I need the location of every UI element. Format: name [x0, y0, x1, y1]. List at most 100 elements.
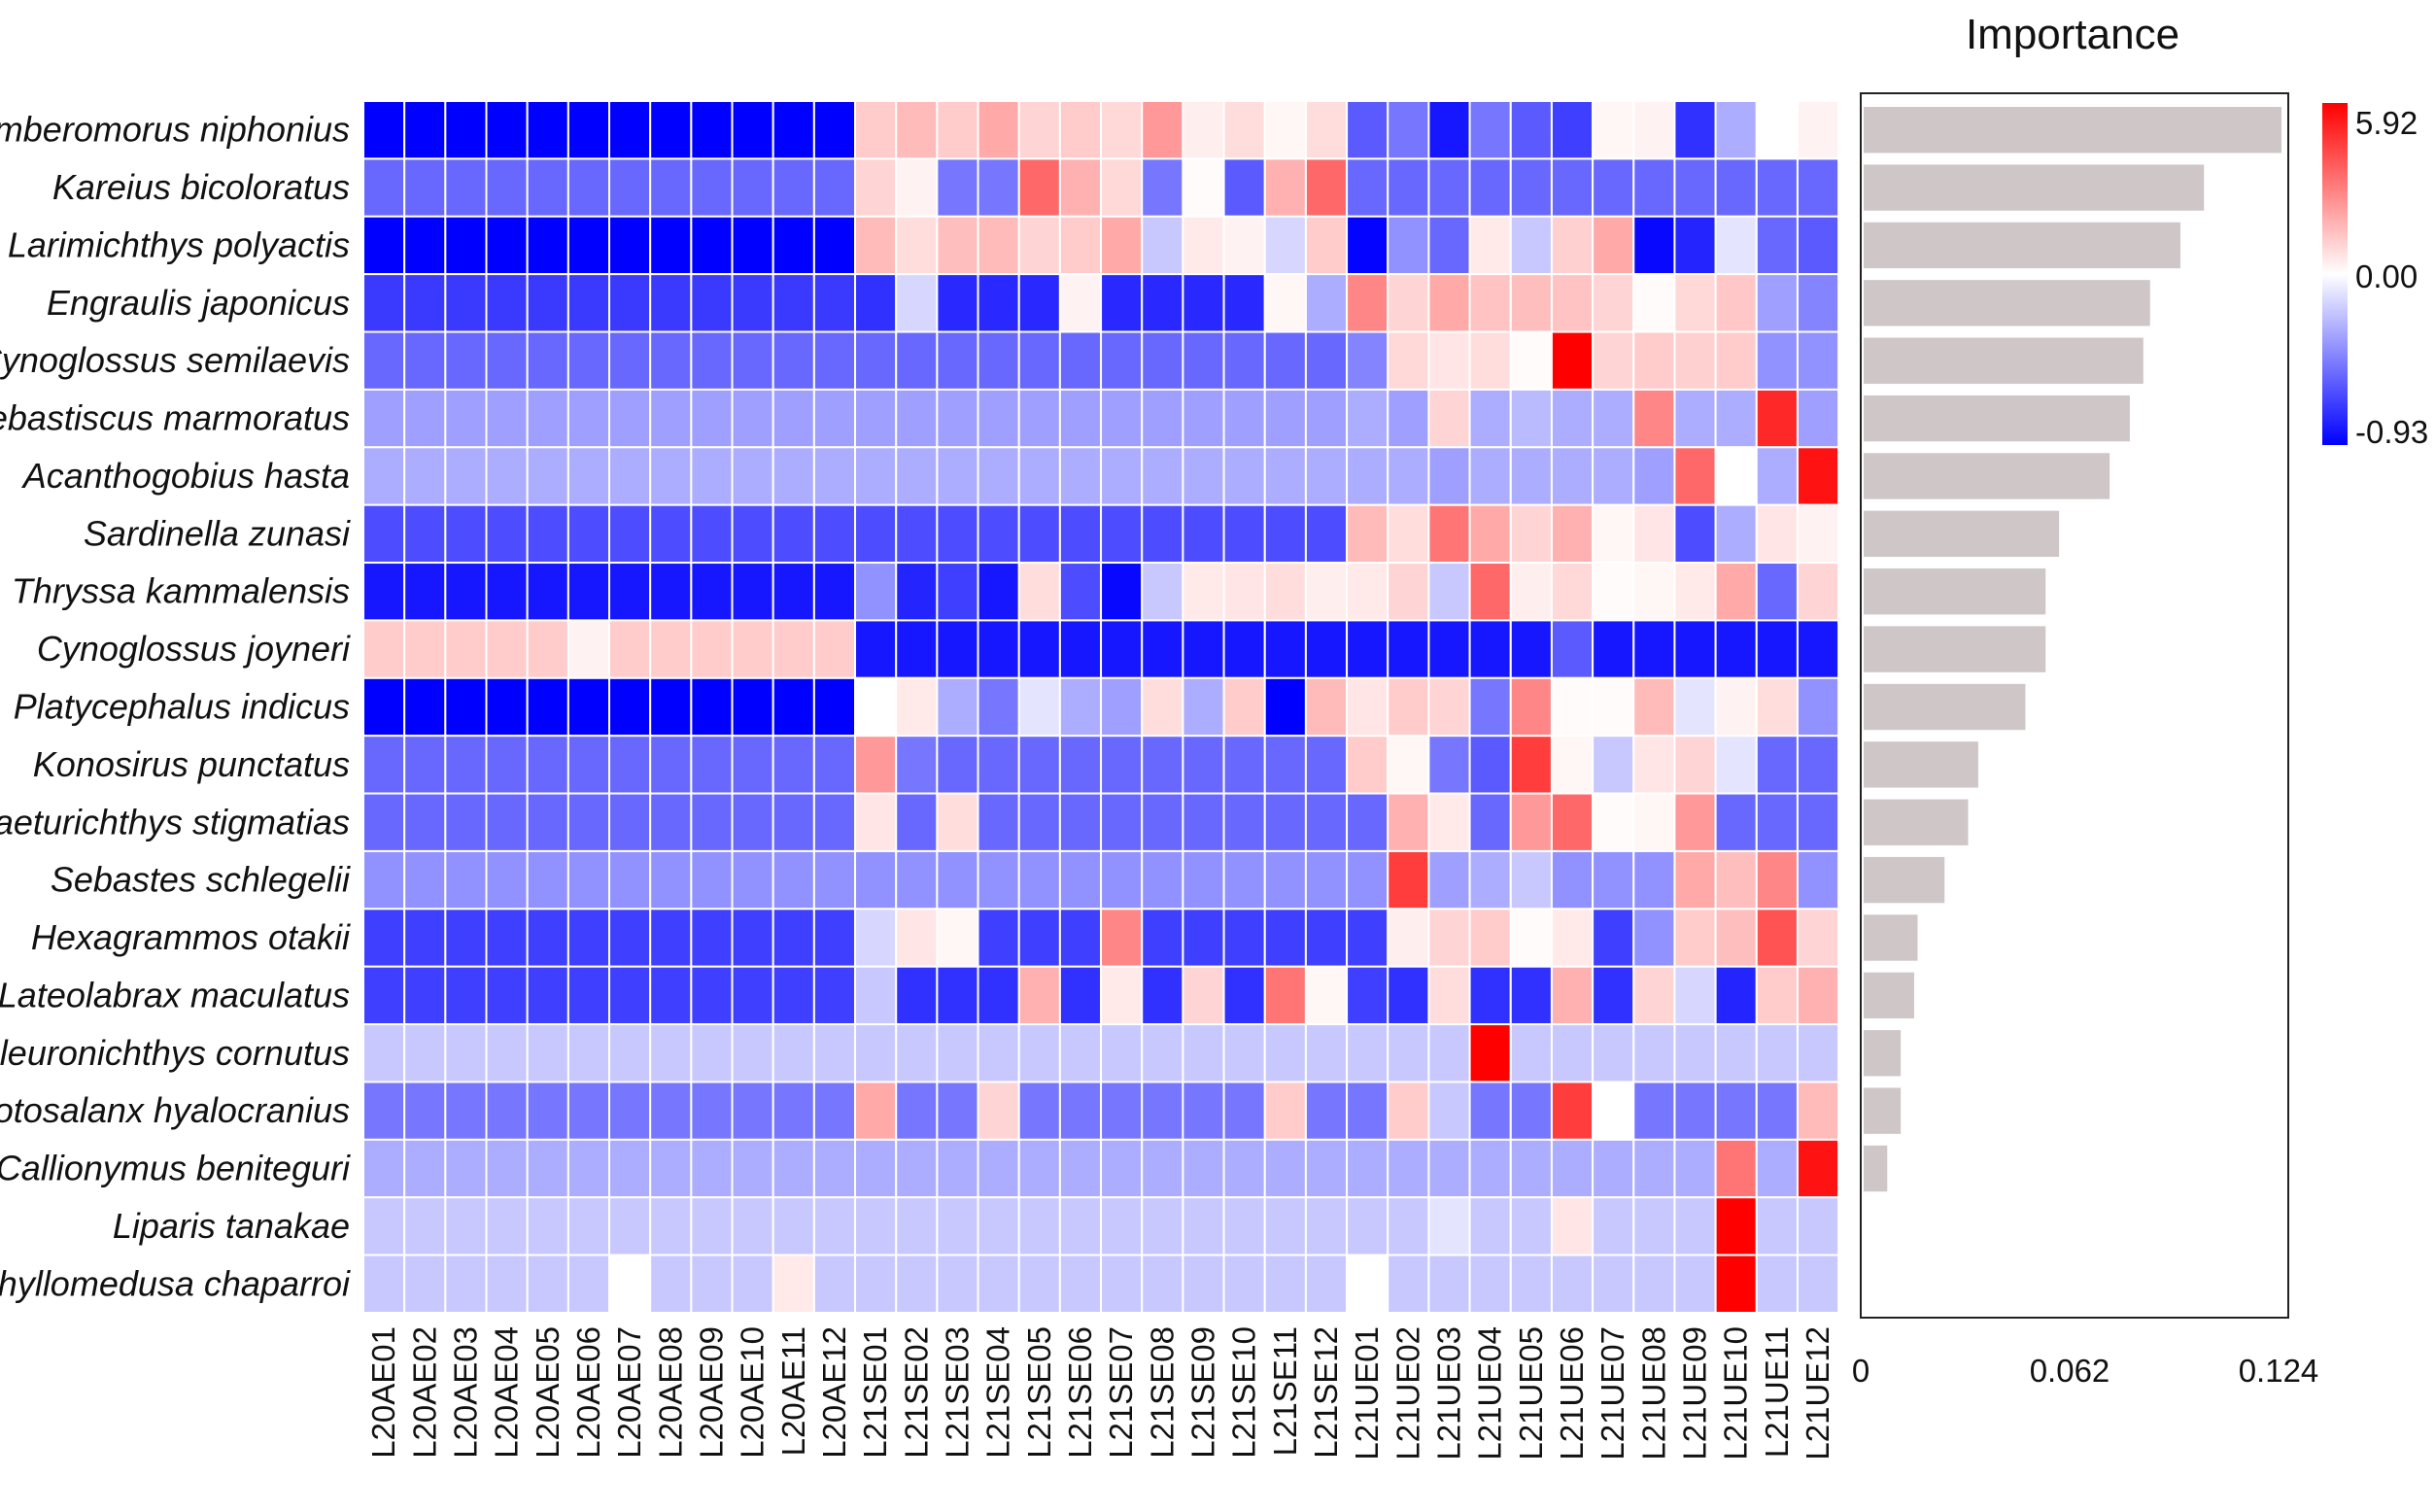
importance-bar — [1864, 164, 2205, 211]
heatmap-cell — [1182, 1023, 1225, 1083]
heatmap-cell — [1509, 735, 1553, 795]
heatmap-cell — [1427, 792, 1471, 852]
heatmap-cell — [1632, 735, 1676, 795]
heatmap-cell — [526, 1081, 569, 1141]
heatmap-cell — [1673, 562, 1717, 622]
heatmap-cell — [1182, 215, 1225, 276]
heatmap-cell — [1592, 157, 1635, 218]
heatmap-cell — [1550, 562, 1595, 622]
heatmap-cell — [1263, 849, 1307, 911]
heatmap-cell — [403, 1196, 447, 1256]
heatmap-cell — [566, 1023, 611, 1083]
heatmap-cell — [1182, 965, 1225, 1026]
heatmap-cell — [1427, 965, 1471, 1026]
species-label: Thryssa kammalensis — [12, 571, 350, 611]
heatmap-cell — [403, 1081, 447, 1141]
heatmap-cell — [1100, 1138, 1144, 1199]
heatmap-cell — [1058, 1023, 1103, 1083]
importance-bar — [1864, 799, 1969, 845]
heatmap-cell — [1141, 792, 1184, 852]
heatmap-cell — [731, 100, 774, 160]
heatmap-cell — [1714, 273, 1758, 333]
heatmap-cell — [895, 503, 939, 565]
heatmap-cell — [1058, 157, 1103, 218]
heatmap-cell — [403, 735, 447, 795]
heatmap-cell — [444, 1081, 488, 1141]
heatmap-cell — [403, 446, 447, 506]
heatmap-cell — [1592, 676, 1635, 738]
heatmap-cell — [1714, 157, 1758, 218]
heatmap-cell — [362, 908, 406, 968]
heatmap-cell — [566, 619, 611, 679]
heatmap-cell — [608, 446, 652, 506]
heatmap-cell — [1387, 503, 1430, 565]
heatmap-cell — [608, 1196, 652, 1256]
heatmap-cell — [1017, 446, 1061, 506]
heatmap-cell — [1346, 1196, 1389, 1256]
heatmap-cell — [1100, 446, 1144, 506]
heatmap-cell — [526, 965, 569, 1026]
heatmap-cell — [854, 100, 898, 160]
heatmap-cell — [690, 792, 734, 852]
heatmap-cell — [1222, 446, 1266, 506]
heatmap-cell — [1304, 1196, 1349, 1256]
heatmap-cell — [1673, 388, 1717, 449]
species-label: Phyllomedusa chaparroi — [0, 1263, 351, 1303]
heatmap-cell — [1222, 157, 1266, 218]
heatmap-cell — [936, 157, 979, 218]
heatmap-cell — [1058, 908, 1103, 968]
heatmap-cell — [936, 735, 979, 795]
heatmap-cell — [1468, 849, 1512, 911]
heatmap-cell — [1509, 619, 1553, 679]
heatmap-cell — [608, 273, 652, 333]
heatmap-cell — [936, 388, 979, 449]
importance-bar — [1864, 510, 2060, 558]
heatmap-cell — [403, 1023, 447, 1083]
heatmap-cell — [690, 676, 734, 738]
heatmap-cell — [444, 1138, 488, 1199]
heatmap-cell — [1592, 1254, 1635, 1314]
heatmap-cell — [772, 849, 815, 911]
heatmap-cell — [566, 1254, 611, 1314]
heatmap-cell — [362, 215, 406, 276]
heatmap-cell — [1550, 215, 1595, 276]
heatmap-cell — [1346, 1254, 1389, 1314]
heatmap-cell — [977, 676, 1020, 738]
heatmap-cell — [649, 330, 693, 391]
importance-bar — [1864, 972, 1915, 1019]
heatmap-cell — [1509, 388, 1553, 449]
heatmap-cell — [1346, 735, 1389, 795]
heatmap-cell — [1592, 503, 1635, 565]
heatmap-cell — [690, 1081, 734, 1141]
heatmap-cell — [977, 1081, 1020, 1141]
heatmap-cell — [1755, 1023, 1799, 1083]
heatmap-cell — [1263, 446, 1307, 506]
heatmap-cell — [1222, 1254, 1266, 1314]
heatmap-cell — [1632, 1254, 1676, 1314]
heatmap-cell — [1427, 388, 1471, 449]
heatmap-cell — [690, 1138, 734, 1199]
heatmap-cell — [1017, 503, 1061, 565]
heatmap-cell — [1592, 735, 1635, 795]
heatmap-cell — [1632, 157, 1676, 218]
heatmap-cell — [1632, 388, 1676, 449]
heatmap-cell — [1304, 792, 1349, 852]
heatmap-cell — [1755, 849, 1799, 911]
heatmap-cell — [1632, 503, 1676, 565]
heatmap-cell — [1550, 676, 1595, 738]
heatmap-cell — [403, 1138, 447, 1199]
heatmap-cell — [772, 1138, 815, 1199]
heatmap-cell — [1468, 735, 1512, 795]
heatmap-cell — [1100, 792, 1144, 852]
heatmap-cell — [690, 157, 734, 218]
sample-label: L20AE04 — [489, 1326, 525, 1459]
heatmap-cell — [1673, 619, 1717, 679]
heatmap-cell — [1427, 157, 1471, 218]
heatmap-cell — [403, 100, 447, 160]
heatmap-cell — [1182, 1254, 1225, 1314]
heatmap-cell — [526, 100, 569, 160]
heatmap-cell — [444, 1023, 488, 1083]
heatmap-cell — [526, 330, 569, 391]
heatmap-cell — [1755, 908, 1799, 968]
heatmap-cell — [444, 562, 488, 622]
